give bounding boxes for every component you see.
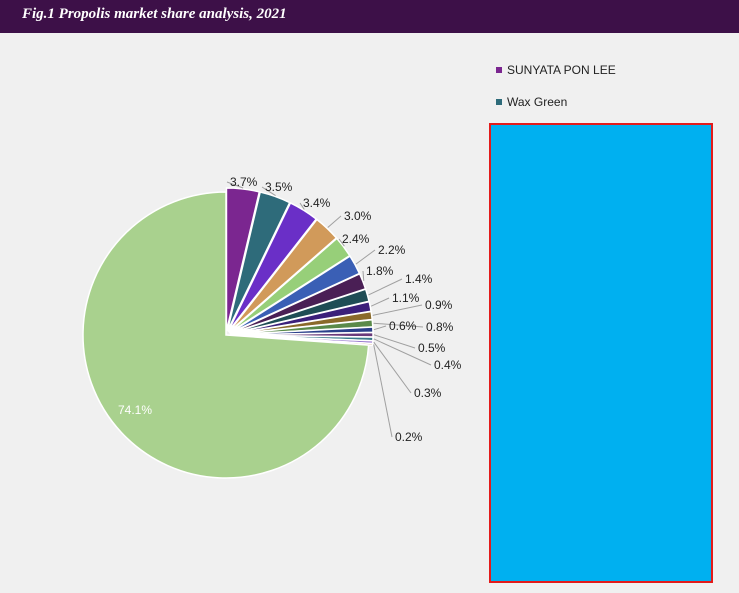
pie-slice <box>227 201 318 333</box>
legend-swatch <box>496 67 502 73</box>
figure-header: Fig.1 Propolis market share analysis, 20… <box>0 0 739 33</box>
legend: SUNYATA PON LEE Wax Green <box>496 62 616 126</box>
figure-title: Fig.1 Propolis market share analysis, 20… <box>22 6 287 22</box>
slice-label: 0.5% <box>418 341 446 355</box>
slice-label: 0.8% <box>426 320 454 334</box>
slice-label: 2.4% <box>342 232 370 246</box>
slice-label: 0.4% <box>434 358 462 372</box>
slice-label: 2.2% <box>378 243 406 257</box>
blue-placeholder-panel <box>489 123 713 583</box>
leader-line <box>373 334 416 349</box>
slice-label: 1.1% <box>392 291 420 305</box>
leader-line <box>373 344 393 438</box>
slice-label: 0.3% <box>414 386 442 400</box>
pie-slice <box>82 191 370 479</box>
leader-line <box>373 325 387 331</box>
slice-label: 0.6% <box>389 319 417 333</box>
leader-line <box>299 202 305 210</box>
legend-item-sunyata: SUNYATA PON LEE <box>496 62 616 78</box>
pie-slice <box>226 191 291 332</box>
leader-line <box>226 181 244 189</box>
slice-label: 3.7% <box>230 175 258 189</box>
leader-line <box>373 341 412 394</box>
pie-slice <box>225 187 261 332</box>
leader-line <box>370 297 390 307</box>
slice-label: 1.8% <box>366 264 394 278</box>
leader-line <box>372 304 423 316</box>
leader-line <box>261 186 276 196</box>
leader-line <box>373 338 432 366</box>
slice-label: 0.2% <box>395 430 423 444</box>
leader-line <box>355 249 376 265</box>
legend-label: Wax Green <box>507 95 568 109</box>
legend-swatch <box>496 99 502 105</box>
leader-line <box>338 238 345 247</box>
legend-label: SUNYATA PON LEE <box>507 63 616 77</box>
leader-line <box>362 270 365 281</box>
slice-label: 1.4% <box>405 272 433 286</box>
slice-label: 0.9% <box>425 298 453 312</box>
leader-line <box>327 215 342 228</box>
slice-label: 3.4% <box>303 196 331 210</box>
leader-line <box>368 278 403 296</box>
slice-label: 74.1% <box>118 403 152 417</box>
legend-item-wax-green: Wax Green <box>496 94 616 110</box>
leader-line <box>373 322 424 328</box>
slice-label: 3.0% <box>344 209 372 223</box>
slice-label: 3.5% <box>265 180 293 194</box>
